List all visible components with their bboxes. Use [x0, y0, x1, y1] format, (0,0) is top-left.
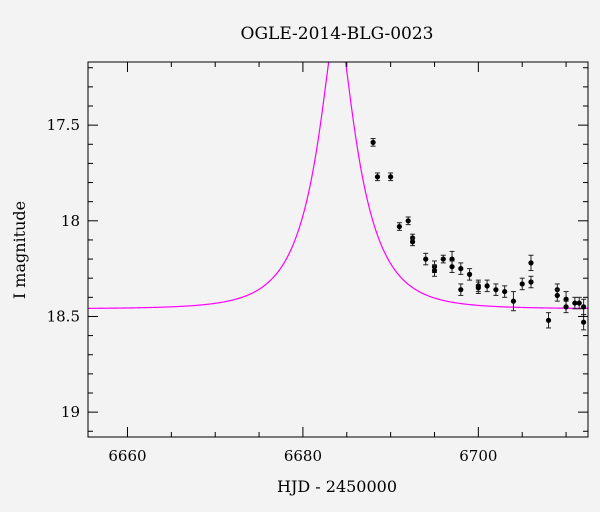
data-point — [466, 268, 473, 281]
plot-frame — [87, 61, 589, 438]
data-point — [554, 289, 560, 302]
data-point — [519, 277, 525, 291]
y-tick-label: 18 — [61, 212, 80, 230]
y-tick-label: 17.5 — [47, 116, 80, 134]
data-point — [493, 283, 499, 296]
data-point — [528, 275, 534, 289]
data-point — [510, 291, 517, 312]
data-point — [484, 279, 490, 293]
data-point — [370, 138, 376, 147]
data-point — [449, 260, 455, 273]
data-point — [528, 254, 534, 272]
x-axis-label: HJD - 2450000 — [277, 477, 397, 496]
data-point — [572, 296, 578, 310]
data-point — [475, 281, 481, 295]
data-point — [581, 314, 587, 331]
x-tick-label: 6660 — [108, 447, 146, 465]
data-point — [581, 298, 587, 316]
data-point — [458, 283, 464, 296]
data-point — [405, 216, 411, 226]
data-point — [458, 262, 464, 275]
data-point — [576, 296, 582, 310]
data-point — [374, 172, 381, 182]
data-point — [502, 285, 508, 298]
y-tick-label: 18.5 — [47, 307, 80, 325]
data-point — [423, 252, 429, 266]
model-curve — [88, 62, 588, 309]
y-tick-label: 19 — [61, 403, 80, 421]
data-point — [440, 254, 446, 264]
y-axis: 17.5 18 18.5 19 — [47, 67, 588, 432]
chart-title: OGLE-2014-BLG-0023 — [241, 24, 434, 44]
x-axis: 6660 6680 6700 — [108, 62, 567, 465]
model-curve-layer — [88, 62, 588, 309]
data-point — [388, 172, 394, 182]
data-point — [396, 222, 403, 231]
data-point — [563, 300, 569, 314]
data-points-layer — [370, 138, 587, 331]
data-point — [409, 237, 416, 247]
x-tick-label: 6680 — [284, 447, 322, 465]
data-point — [431, 264, 438, 277]
x-tick-label: 6700 — [459, 447, 497, 465]
y-axis-label: I magnitude — [10, 201, 29, 299]
data-point — [545, 312, 552, 329]
